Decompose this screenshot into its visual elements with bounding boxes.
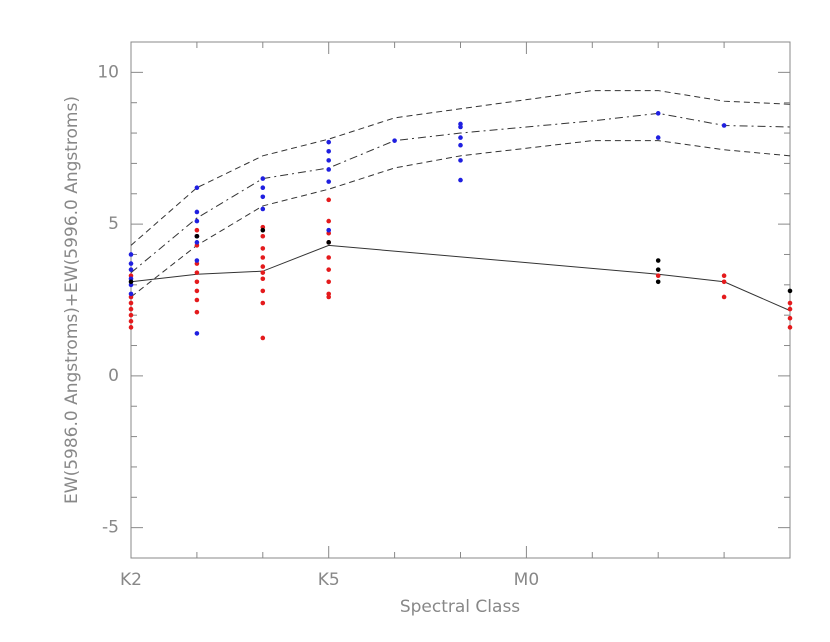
- data-point: [326, 167, 332, 172]
- data-point: [655, 135, 661, 140]
- data-point: [655, 279, 661, 285]
- data-point: [260, 335, 266, 341]
- data-point: [326, 139, 332, 145]
- data-point: [260, 264, 266, 269]
- data-point: [260, 288, 266, 294]
- data-point: [326, 148, 332, 154]
- data-point: [326, 197, 332, 203]
- data-point: [721, 123, 727, 128]
- data-point: [326, 227, 332, 233]
- data-point: [721, 273, 727, 279]
- data-point: [326, 294, 332, 300]
- data-point: [326, 255, 332, 260]
- data-point: [128, 312, 134, 318]
- data-point: [458, 135, 463, 140]
- data-point: [260, 185, 266, 190]
- x-tick-label: M0: [514, 570, 539, 590]
- x-tick-label: K5: [318, 570, 340, 590]
- data-point: [194, 288, 200, 294]
- data-point: [458, 142, 463, 148]
- data-point: [128, 261, 134, 266]
- data-point: [260, 255, 266, 260]
- data-point: [260, 194, 266, 200]
- y-tick-label: 5: [108, 214, 119, 234]
- data-point: [128, 279, 134, 285]
- data-point: [194, 240, 200, 245]
- data-point: [721, 279, 727, 285]
- y-axis-label: EW(5986.0 Angstroms)+EW(5996.0 Angstroms…: [62, 96, 82, 504]
- data-point: [128, 325, 134, 330]
- x-axis-label: Spectral Class: [400, 597, 520, 617]
- data-point: [326, 179, 332, 184]
- data-point: [326, 279, 332, 285]
- data-point: [260, 246, 266, 251]
- model-line: [130, 140, 791, 298]
- data-point: [194, 233, 200, 239]
- model-line: [130, 244, 791, 312]
- data-point: [787, 288, 793, 294]
- data-point: [392, 138, 397, 143]
- data-point: [128, 318, 134, 324]
- data-point: [787, 325, 793, 330]
- data-point: [194, 297, 200, 303]
- data-point: [194, 258, 200, 263]
- data-point: [458, 177, 463, 183]
- data-point: [128, 300, 134, 306]
- data-point: [194, 227, 200, 233]
- y-tick-label: 10: [97, 62, 119, 82]
- data-point: [260, 276, 266, 282]
- data-point: [260, 176, 266, 181]
- data-point: [194, 331, 200, 336]
- data-point: [194, 218, 200, 224]
- data-point: [655, 267, 661, 272]
- data-point: [787, 315, 793, 321]
- data-point: [721, 294, 727, 300]
- data-point: [128, 267, 134, 272]
- data-point: [655, 273, 661, 279]
- data-point: [260, 270, 266, 275]
- data-point: [260, 233, 266, 239]
- data-point: [260, 227, 266, 233]
- data-point: [326, 267, 332, 272]
- y-tick-label: 0: [108, 366, 119, 386]
- x-tick-label: K2: [120, 570, 142, 590]
- data-point: [655, 258, 661, 263]
- y-tick-label: -5: [102, 518, 119, 538]
- data-point: [458, 124, 463, 130]
- model-line: [130, 90, 791, 246]
- data-point: [194, 270, 200, 275]
- model-line: [130, 112, 791, 274]
- data-point: [260, 300, 266, 306]
- data-point: [194, 279, 200, 285]
- data-point: [260, 206, 266, 212]
- data-point: [326, 218, 332, 224]
- data-point: [787, 306, 793, 312]
- data-point: [194, 209, 200, 215]
- data-point: [458, 158, 463, 163]
- data-point: [326, 240, 332, 245]
- data-point: [326, 158, 332, 163]
- data-point: [194, 309, 200, 315]
- data-point: [128, 306, 134, 312]
- data-point: [787, 300, 793, 306]
- data-point: [194, 185, 200, 190]
- data-point: [128, 252, 134, 257]
- data-point: [128, 291, 134, 297]
- data-point: [655, 111, 661, 116]
